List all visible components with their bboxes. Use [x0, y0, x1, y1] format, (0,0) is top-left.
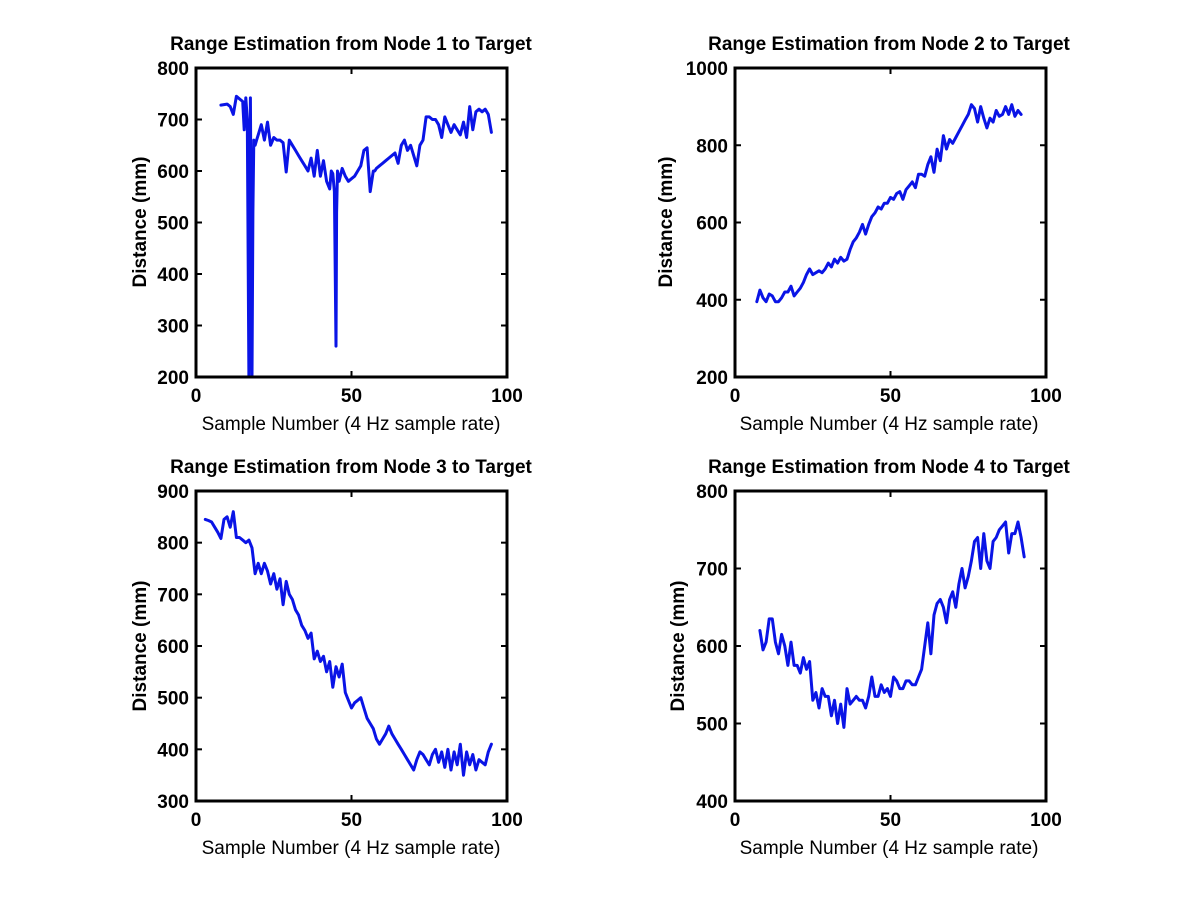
- subplot-node-4: Range Estimation from Node 4 to Target D…: [668, 457, 1071, 859]
- y-tick-label: 700: [157, 585, 189, 606]
- y-tick-label: 400: [696, 291, 728, 312]
- y-tick-label: 700: [696, 560, 728, 581]
- subplot-node-1: Range Estimation from Node 1 to Target D…: [130, 34, 533, 435]
- plot-title: Range Estimation from Node 4 to Target: [708, 457, 1070, 478]
- y-tick-label: 500: [157, 689, 189, 710]
- y-tick-label: 900: [157, 482, 189, 503]
- y-tick-label: 800: [157, 534, 189, 555]
- x-axis-label: Sample Number (4 Hz sample rate): [740, 838, 1039, 859]
- y-axis-label: Distance (mm): [130, 157, 151, 288]
- y-tick-label: 800: [696, 482, 728, 503]
- x-tick-label: 0: [730, 386, 741, 407]
- x-tick-label: 0: [730, 810, 741, 831]
- subplot-node-2: Range Estimation from Node 2 to Target D…: [656, 34, 1071, 435]
- x-tick-label: 100: [1030, 810, 1062, 831]
- x-tick-label: 50: [880, 386, 901, 407]
- y-tick-label: 600: [157, 637, 189, 658]
- series-line: [758, 520, 1026, 729]
- x-tick-label: 50: [341, 386, 362, 407]
- x-tick-label: 100: [491, 810, 523, 831]
- y-tick-label: 200: [157, 368, 189, 389]
- y-tick-label: 1000: [686, 59, 728, 80]
- x-axis-label: Sample Number (4 Hz sample rate): [202, 838, 501, 859]
- x-axis-label: Sample Number (4 Hz sample rate): [740, 414, 1039, 435]
- y-axis-label: Distance (mm): [656, 157, 677, 288]
- y-tick-label: 300: [157, 792, 189, 813]
- series-line: [203, 510, 493, 777]
- y-tick-label: 700: [157, 111, 189, 132]
- y-tick-label: 500: [157, 214, 189, 235]
- x-axis-label: Sample Number (4 Hz sample rate): [202, 414, 501, 435]
- y-tick-label: 400: [157, 265, 189, 286]
- y-tick-label: 800: [696, 136, 728, 157]
- y-tick-label: 300: [157, 317, 189, 338]
- x-tick-label: 50: [341, 810, 362, 831]
- plot-title: Range Estimation from Node 1 to Target: [170, 34, 532, 55]
- y-tick-label: 400: [696, 792, 728, 813]
- y-axis-label: Distance (mm): [668, 581, 689, 712]
- y-tick-label: 200: [696, 368, 728, 389]
- y-tick-label: 800: [157, 59, 189, 80]
- y-tick-label: 400: [157, 740, 189, 761]
- series-line: [219, 94, 493, 379]
- plot-title: Range Estimation from Node 3 to Target: [170, 457, 532, 478]
- y-tick-label: 600: [696, 637, 728, 658]
- x-tick-label: 50: [880, 810, 901, 831]
- plot-title: Range Estimation from Node 2 to Target: [708, 34, 1070, 55]
- x-tick-label: 100: [1030, 386, 1062, 407]
- x-tick-label: 100: [491, 386, 523, 407]
- y-axis-label: Distance (mm): [130, 581, 151, 712]
- x-tick-label: 0: [191, 386, 202, 407]
- y-tick-label: 600: [696, 214, 728, 235]
- x-tick-label: 0: [191, 810, 202, 831]
- y-tick-label: 500: [696, 715, 728, 736]
- y-tick-label: 600: [157, 162, 189, 183]
- series-line: [755, 103, 1023, 304]
- subplot-node-3: Range Estimation from Node 3 to Target D…: [130, 457, 533, 859]
